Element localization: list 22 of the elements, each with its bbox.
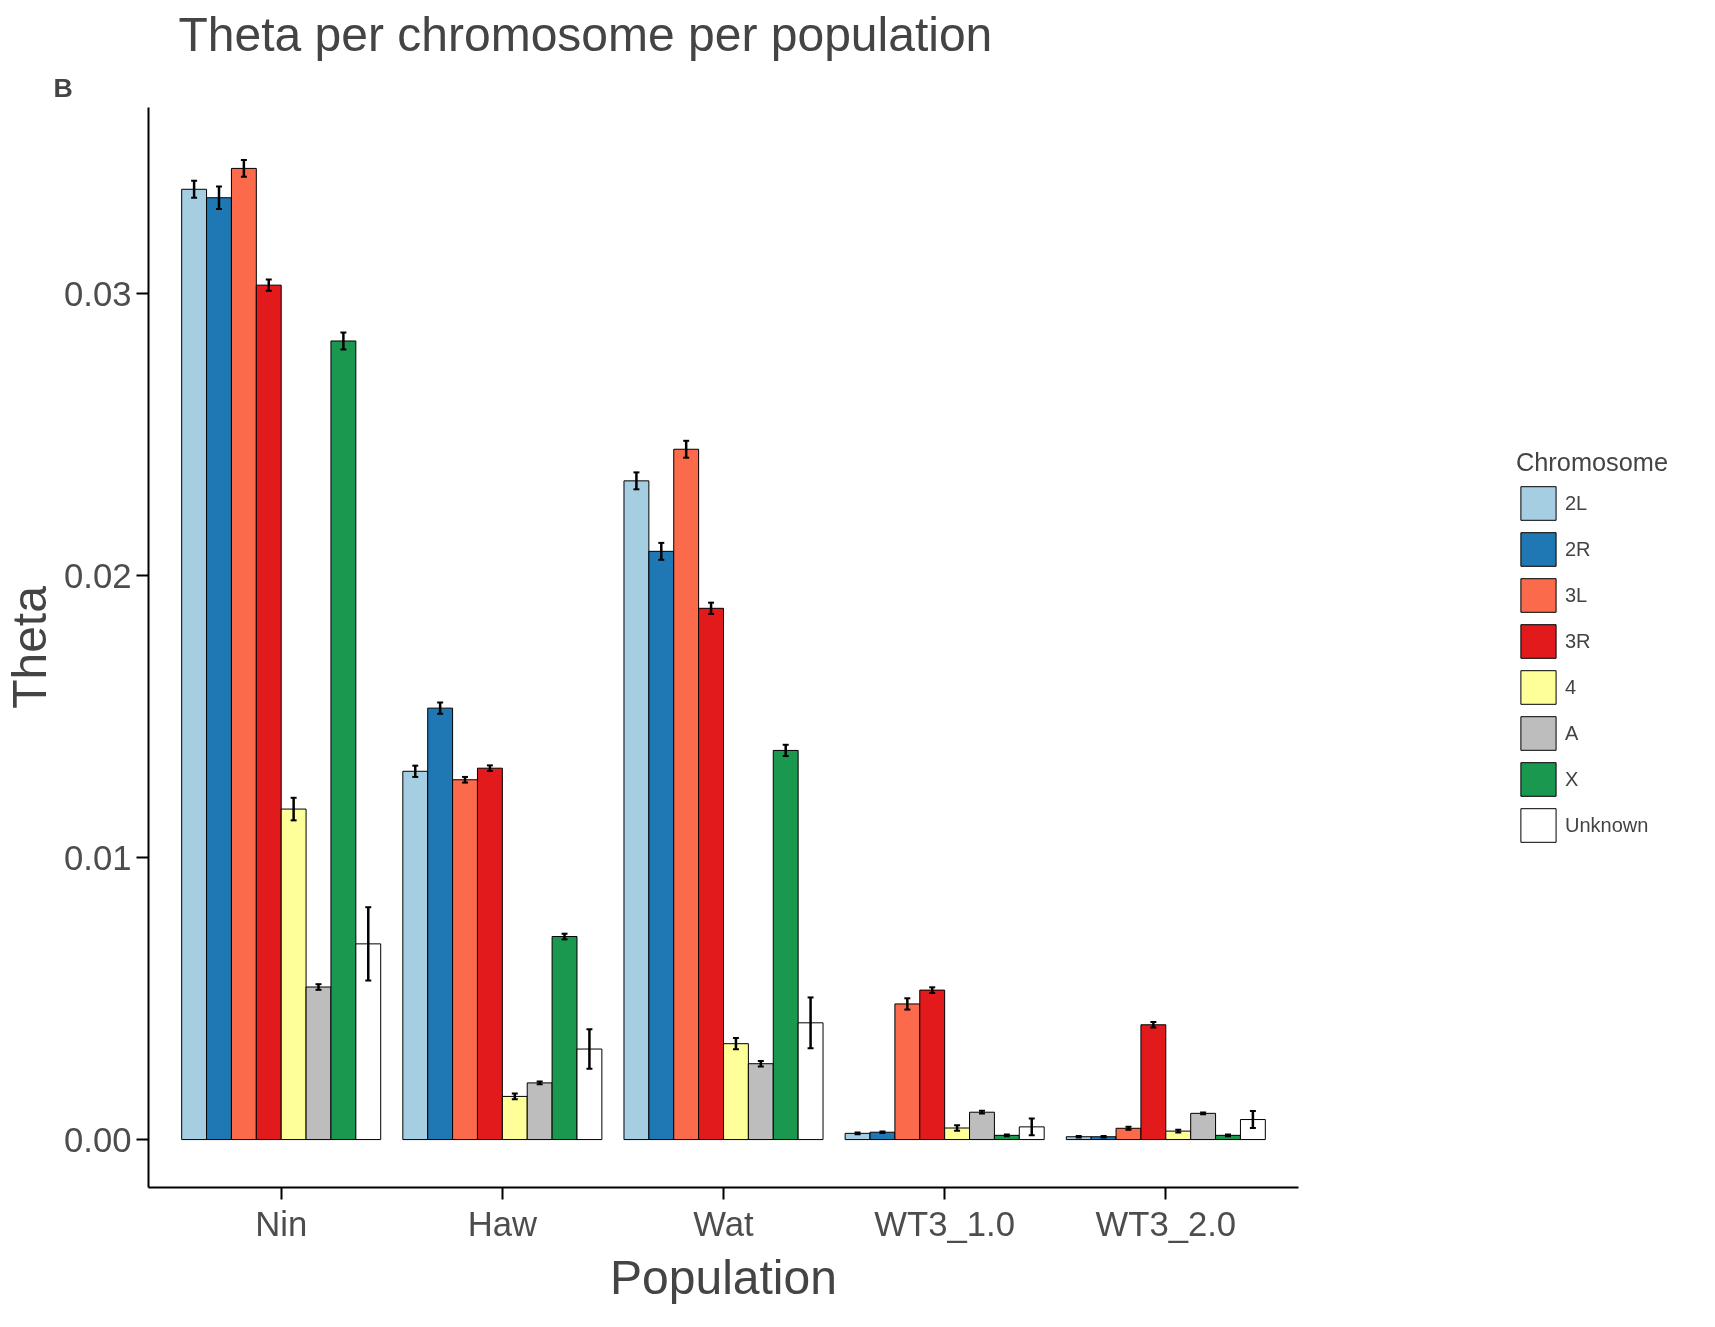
legend-label: 3R xyxy=(1564,628,1591,654)
y-tick-label: 0.00 xyxy=(64,1120,132,1159)
y-axis-title: Theta xyxy=(3,585,57,709)
legend-label: A xyxy=(1564,720,1580,746)
legend-label: 4 xyxy=(1564,674,1578,700)
legend-label: 2R xyxy=(1564,536,1591,562)
legend-label: Unknown xyxy=(1564,812,1649,838)
legend-label: X xyxy=(1564,766,1580,792)
y-tick-label: 0.03 xyxy=(64,274,132,313)
x-tick-label: WT3_2.0 xyxy=(1095,1204,1237,1243)
y-tick-label: 0.02 xyxy=(64,556,132,595)
x-tick-label: Haw xyxy=(467,1204,538,1243)
y-tick-label: 0.01 xyxy=(64,838,132,877)
legend-label: 2L xyxy=(1564,490,1588,516)
x-axis-title: Population xyxy=(610,1250,837,1304)
legend-label: 3L xyxy=(1564,582,1588,608)
x-tick-label: Nin xyxy=(255,1204,308,1243)
x-tick-label: WT3_1.0 xyxy=(874,1204,1015,1243)
chart-title: Theta per chromosome per population xyxy=(178,7,993,61)
text: B xyxy=(53,72,73,103)
legend-title: Chromosome xyxy=(1515,448,1669,477)
x-tick-label: Wat xyxy=(693,1204,755,1243)
